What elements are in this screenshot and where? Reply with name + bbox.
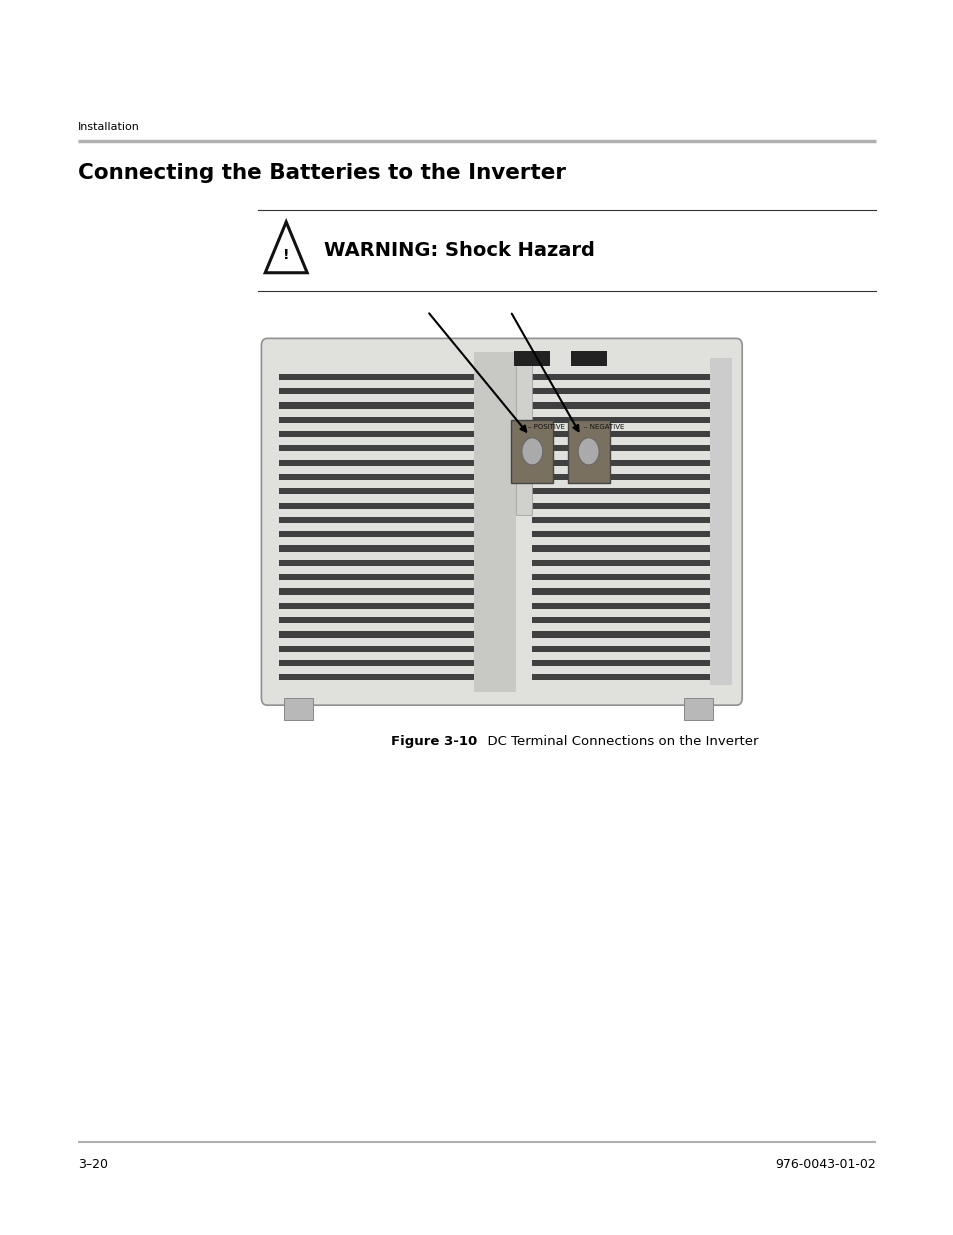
Bar	[532, 517, 709, 524]
Bar	[532, 459, 709, 466]
Bar	[473, 352, 516, 692]
Bar	[278, 459, 473, 466]
Bar	[278, 618, 473, 624]
Text: – POSITIVE: – POSITIVE	[527, 425, 564, 430]
Circle shape	[578, 438, 598, 466]
Bar	[278, 503, 473, 509]
Text: !: !	[283, 247, 289, 262]
Bar	[278, 559, 473, 566]
Bar	[516, 351, 532, 515]
FancyBboxPatch shape	[511, 420, 553, 483]
Text: Figure 3-10: Figure 3-10	[391, 735, 476, 748]
Bar	[683, 698, 712, 720]
Bar	[532, 603, 709, 609]
Bar	[278, 588, 473, 594]
Text: WARNING: Shock Hazard: WARNING: Shock Hazard	[324, 241, 595, 261]
Bar	[278, 374, 473, 380]
Bar	[278, 517, 473, 524]
Bar	[532, 403, 709, 409]
Bar	[532, 574, 709, 580]
Bar	[278, 659, 473, 666]
Bar	[532, 431, 709, 437]
Bar	[278, 388, 473, 394]
Text: Installation: Installation	[78, 122, 140, 132]
Text: 976-0043-01-02: 976-0043-01-02	[774, 1158, 875, 1172]
Bar	[532, 559, 709, 566]
Bar	[278, 631, 473, 637]
FancyBboxPatch shape	[261, 338, 741, 705]
Bar	[278, 416, 473, 422]
Bar	[532, 474, 709, 480]
Bar	[570, 351, 606, 366]
Bar	[278, 488, 473, 494]
Bar	[532, 618, 709, 624]
Bar	[532, 416, 709, 422]
Bar	[278, 446, 473, 452]
Bar	[278, 674, 473, 680]
Bar	[278, 546, 473, 552]
Bar	[532, 588, 709, 594]
Text: – NEGATIVE: – NEGATIVE	[583, 425, 623, 430]
Bar	[532, 488, 709, 494]
Bar	[532, 546, 709, 552]
Bar	[532, 631, 709, 637]
Text: 3–20: 3–20	[78, 1158, 108, 1172]
FancyBboxPatch shape	[567, 420, 609, 483]
Bar	[278, 403, 473, 409]
Bar	[532, 388, 709, 394]
Bar	[284, 698, 313, 720]
Bar	[278, 431, 473, 437]
Bar	[278, 531, 473, 537]
Bar	[278, 646, 473, 652]
Bar	[532, 659, 709, 666]
Text: DC Terminal Connections on the Inverter: DC Terminal Connections on the Inverter	[478, 735, 758, 748]
Bar	[532, 374, 709, 380]
Circle shape	[521, 438, 542, 466]
Bar	[278, 574, 473, 580]
Bar	[709, 358, 731, 685]
Bar	[532, 531, 709, 537]
Bar	[532, 674, 709, 680]
Bar	[532, 646, 709, 652]
Bar	[278, 603, 473, 609]
Text: Connecting the Batteries to the Inverter: Connecting the Batteries to the Inverter	[78, 163, 566, 183]
Bar	[532, 503, 709, 509]
Bar	[532, 446, 709, 452]
Bar	[278, 474, 473, 480]
Bar	[514, 351, 550, 366]
